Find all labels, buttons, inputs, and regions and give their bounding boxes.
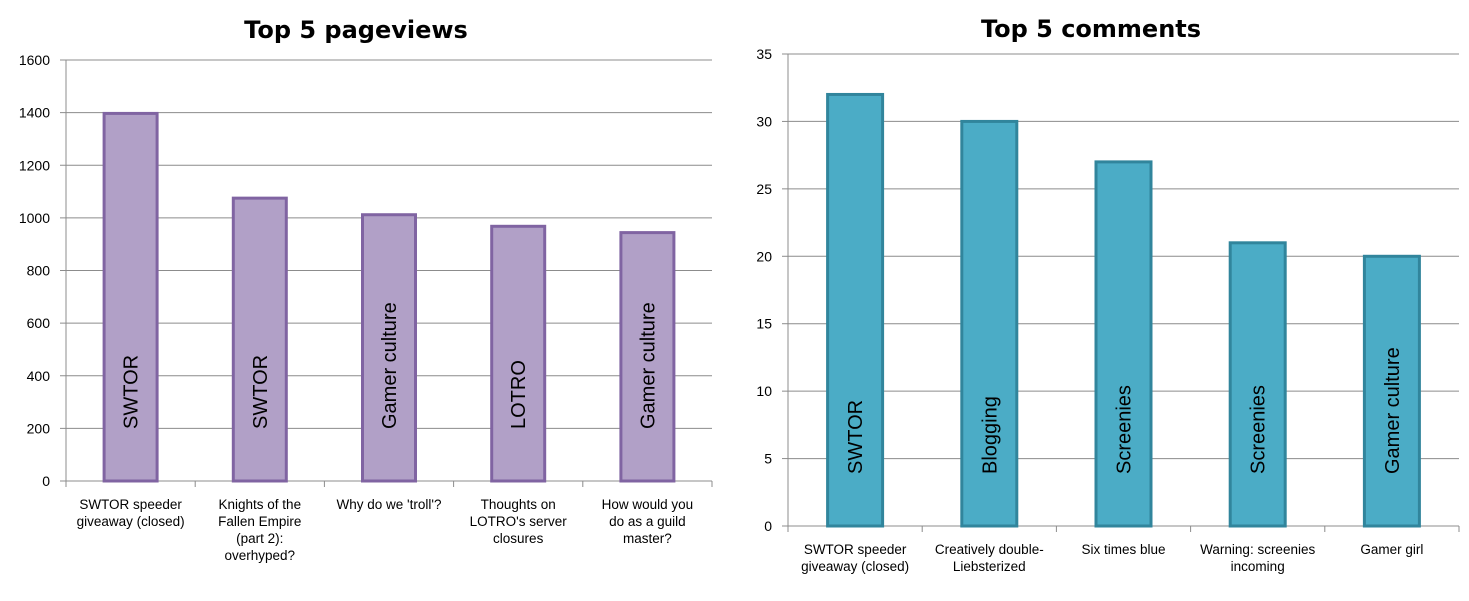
- comments-bar-label: SWTOR: [845, 400, 867, 474]
- pageviews-category-line: How would you: [602, 497, 694, 512]
- pageviews-category-line: do as a guild: [609, 514, 686, 529]
- pageviews-bar-label: Gamer culture: [637, 302, 659, 429]
- pageviews-y-tick-label: 800: [27, 263, 51, 279]
- pageviews-y-tick-label: 1200: [19, 157, 50, 173]
- comments-category-line: Warning: screenies: [1200, 542, 1315, 557]
- pageviews-bar: [231, 196, 288, 483]
- comments-bar-label: Screenies: [1114, 385, 1136, 474]
- pageviews-category-line: Why do we 'troll'?: [337, 497, 442, 512]
- pageviews-category-label: SWTOR speeder giveaway (closed): [77, 497, 185, 529]
- comments-title: Top 5 comments: [981, 15, 1201, 43]
- pageviews-bar-label: SWTOR: [121, 355, 143, 429]
- pageviews-bar: [490, 224, 547, 483]
- comments-y-tick-label: 25: [756, 181, 772, 197]
- pageviews-category-label: Knights of the Fallen Empire (part 2): over…: [218, 497, 301, 563]
- comments-y-tick-label: 10: [756, 383, 772, 399]
- pageviews-category-line: (part 2):: [236, 531, 283, 546]
- comments-bar: [960, 119, 1019, 528]
- comments-y-tick-label: 0: [764, 518, 772, 534]
- pageviews-category-line: Knights of the: [219, 497, 302, 512]
- pageviews-y-tick-label: 1400: [19, 105, 50, 121]
- pageviews-category-line: Fallen Empire: [218, 514, 301, 529]
- pageviews-y-tick-label: 600: [27, 315, 51, 331]
- comments-category-line: Liebsterized: [953, 559, 1026, 574]
- comments-category-label: SWTOR speeder giveaway (closed): [801, 542, 909, 574]
- comments-category-label: Gamer girl: [1360, 542, 1423, 557]
- pageviews-category-line: closures: [493, 531, 544, 546]
- pageviews-bar-label: SWTOR: [250, 355, 272, 429]
- comments-y-tick-label: 20: [756, 248, 772, 264]
- pageviews-category-line: master?: [623, 531, 672, 546]
- pageviews-category-line: SWTOR speeder: [79, 497, 182, 512]
- comments-category-line: SWTOR speeder: [804, 542, 907, 557]
- pageviews-bar-label: LOTRO: [508, 360, 530, 429]
- comments-y-tick-label: 30: [756, 113, 772, 129]
- comments-bar: [1362, 254, 1421, 528]
- comments-category-label: Creatively double- Liebsterized: [935, 542, 1044, 574]
- comments-category-line: Six times blue: [1081, 542, 1165, 557]
- pageviews-y-tick-label: 0: [42, 473, 50, 489]
- pageviews-category-label: Why do we 'troll'?: [337, 497, 442, 512]
- comments-bar-label: Screenies: [1248, 385, 1270, 474]
- comments-category-line: Gamer girl: [1360, 542, 1423, 557]
- pageviews-bar-label: Gamer culture: [379, 302, 401, 429]
- comments-bar-label: Gamer culture: [1382, 347, 1404, 474]
- pageviews-category-line: LOTRO's server: [470, 514, 568, 529]
- pageviews-title: Top 5 pageviews: [244, 16, 468, 44]
- comments-category-line: incoming: [1231, 559, 1285, 574]
- comments-category-label: Warning: screenies incoming: [1200, 542, 1315, 574]
- comments-category-line: giveaway (closed): [801, 559, 909, 574]
- pageviews-category-line: overhyped?: [225, 548, 296, 563]
- pageviews-bar: [102, 111, 159, 483]
- comments-chart: Top 5 comments 0 5 10 15 20 25 30 35 SWTOR SWTOR s…: [756, 15, 1460, 574]
- comments-bar: [1094, 160, 1153, 528]
- pageviews-y-tick-label: 400: [27, 368, 51, 384]
- comments-bar: [826, 92, 885, 528]
- pageviews-category-line: giveaway (closed): [77, 514, 185, 529]
- pageviews-bar: [619, 231, 676, 483]
- pageviews-chart: Top 5 pageviews 0 200 400 600 800 1000 1200 1400…: [19, 16, 713, 563]
- pageviews-category-label: How would you do as a guild master?: [602, 497, 694, 546]
- comments-category-label: Six times blue: [1081, 542, 1165, 557]
- pageviews-y-tick-label: 200: [27, 420, 51, 436]
- comments-bar: [1228, 241, 1287, 528]
- comments-bar-label: Blogging: [979, 396, 1001, 474]
- comments-y-tick-label: 5: [764, 451, 772, 467]
- comments-y-tick-label: 15: [756, 316, 772, 332]
- pageviews-category-line: Thoughts on: [481, 497, 556, 512]
- pageviews-y-tick-label: 1000: [19, 210, 50, 226]
- pageviews-y-tick-label: 1600: [19, 52, 50, 68]
- comments-y-tick-label: 35: [756, 46, 772, 62]
- pageviews-bar: [361, 213, 417, 483]
- pageviews-category-label: Thoughts on LOTRO's server closures: [470, 497, 568, 546]
- comments-category-line: Creatively double-: [935, 542, 1044, 557]
